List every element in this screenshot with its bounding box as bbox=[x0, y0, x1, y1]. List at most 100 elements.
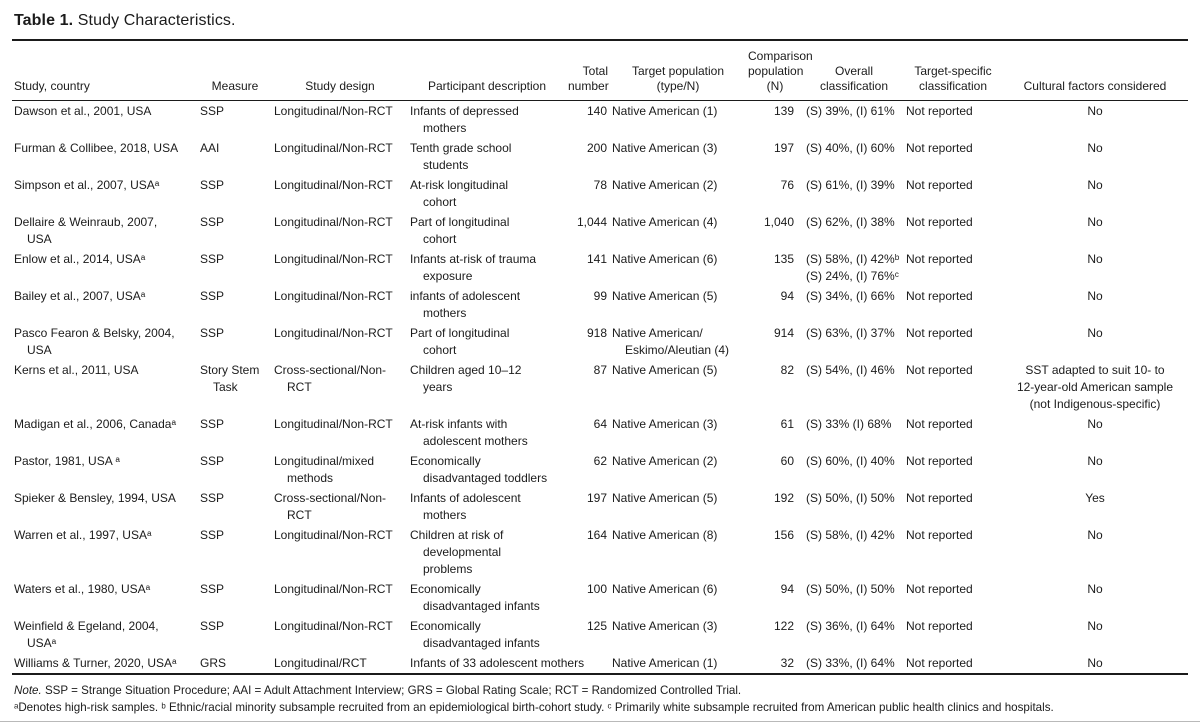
cell-cultural: No bbox=[1087, 656, 1103, 670]
header-row: Study, country Measure Study design Part… bbox=[12, 40, 1188, 101]
footnote-superscripts: ᵃDenotes high-risk samples. ᵇ Ethnic/rac… bbox=[14, 701, 1054, 714]
cell-target-specific: Not reported bbox=[906, 454, 973, 468]
study-characteristics-table: Study, country Measure Study design Part… bbox=[12, 39, 1188, 675]
table-row: Weinfield & Egeland, 2004, USAᵃ SSP Longit… bbox=[12, 616, 1188, 653]
cell-study: Pastor, 1981, USA ᵃ bbox=[14, 454, 120, 468]
cell-target: Native American (6) bbox=[612, 252, 718, 266]
cell-participants: Infants of 33 adolescent mothers bbox=[410, 656, 585, 670]
cell-total: 62 bbox=[593, 454, 607, 468]
table-row: Dellaire & Weinraub, 2007, USA SSP Longitu… bbox=[12, 212, 1188, 249]
cell-comparison: 135 bbox=[773, 252, 794, 266]
table-row: Waters et al., 1980, USAᵃ SSP Longitudinal… bbox=[12, 579, 1188, 616]
cell-comparison: 82 bbox=[780, 363, 794, 377]
cell-overall: (S) 61%, (I) 39% bbox=[806, 178, 895, 192]
cell-target: Native American (1) bbox=[612, 656, 718, 670]
cell-comparison: 156 bbox=[773, 528, 794, 542]
cell-total: 125 bbox=[586, 619, 607, 633]
cell-measure: SSP bbox=[200, 528, 225, 542]
cell-participants: Part of longitudinal cohort bbox=[410, 215, 510, 246]
table-row: Dawson et al., 2001, USA SSP Longitudinal/… bbox=[12, 101, 1188, 139]
cell-study: Weinfield & Egeland, 2004, USAᵃ bbox=[14, 619, 159, 650]
header-participant-description: Participant description bbox=[408, 40, 566, 101]
note-body: SSP = Strange Situation Procedure; AAI =… bbox=[41, 684, 742, 697]
cell-study: Bailey et al., 2007, USAᵃ bbox=[14, 289, 146, 303]
cell-study: Kerns et al., 2011, USA bbox=[14, 363, 139, 377]
cell-study: Dellaire & Weinraub, 2007, USA bbox=[14, 215, 158, 246]
cell-total: 100 bbox=[586, 582, 607, 596]
cell-comparison: 122 bbox=[773, 619, 794, 633]
table-row: Pasco Fearon & Belsky, 2004, USA SSP Longi… bbox=[12, 323, 1188, 360]
cell-measure: GRS bbox=[200, 656, 227, 670]
cell-target: Native American (6) bbox=[612, 582, 718, 596]
cell-measure: Story Stem Task bbox=[200, 363, 260, 394]
table-row: Enlow et al., 2014, USAᵃ SSP Longitudinal/… bbox=[12, 249, 1188, 286]
cell-design: Longitudinal/RCT bbox=[274, 656, 367, 670]
cell-target: Native American (1) bbox=[612, 104, 718, 118]
cell-participants: Children aged 10–12 years bbox=[410, 363, 522, 394]
cell-measure: SSP bbox=[200, 491, 225, 505]
cell-participants: Infants at-risk of trauma exposure bbox=[410, 252, 537, 283]
cell-total: 1,044 bbox=[576, 215, 607, 229]
cell-comparison: 76 bbox=[780, 178, 794, 192]
cell-participants: Children at risk of developmental proble… bbox=[410, 528, 504, 576]
cell-target-specific: Not reported bbox=[906, 252, 973, 266]
cell-total: 200 bbox=[586, 141, 607, 155]
cell-cultural: SST adapted to suit 10- to 12-year-old A… bbox=[1016, 363, 1174, 411]
cell-total: 197 bbox=[586, 491, 607, 505]
cell-cultural: No bbox=[1087, 104, 1103, 118]
cell-target: Native American (3) bbox=[612, 619, 718, 633]
cell-overall: (S) 63%, (I) 37% bbox=[806, 326, 895, 340]
cell-overall: (S) 33%, (I) 64% bbox=[806, 656, 895, 670]
cell-target-specific: Not reported bbox=[906, 656, 973, 670]
cell-study: Warren et al., 1997, USAᵃ bbox=[14, 528, 152, 542]
cell-overall: (S) 58%, (I) 42% bbox=[806, 528, 895, 542]
table-row: Madigan et al., 2006, Canadaᵃ SSP Longitud… bbox=[12, 414, 1188, 451]
header-target-population: Target population (type/N) bbox=[610, 40, 746, 101]
header-study-design: Study design bbox=[272, 40, 408, 101]
table-number-label: Table 1. bbox=[14, 12, 74, 29]
header-comparison-population: Comparison population (N) bbox=[746, 40, 813, 101]
cell-overall: (S) 50%, (I) 50% bbox=[806, 491, 895, 505]
cell-measure: SSP bbox=[200, 417, 225, 431]
cell-comparison: 60 bbox=[780, 454, 794, 468]
table-caption: Study Characteristics. bbox=[77, 12, 236, 29]
header-target-specific-classification: Target-specific classification bbox=[904, 40, 1002, 101]
cell-target-specific: Not reported bbox=[906, 619, 973, 633]
cell-target-specific: Not reported bbox=[906, 178, 973, 192]
cell-target-specific: Not reported bbox=[906, 417, 973, 431]
table-row: Pastor, 1981, USA ᵃ SSP Longitudinal/mixed… bbox=[12, 451, 1188, 488]
cell-overall: (S) 60%, (I) 40% bbox=[806, 454, 895, 468]
cell-target-specific: Not reported bbox=[906, 104, 973, 118]
cell-overall: (S) 62%, (I) 38% bbox=[806, 215, 895, 229]
cell-cultural: No bbox=[1087, 582, 1103, 596]
header-study-country: Study, country bbox=[12, 40, 198, 101]
cell-total: 164 bbox=[586, 528, 607, 542]
cell-cultural: No bbox=[1087, 141, 1103, 155]
cell-study: Simpson et al., 2007, USAᵃ bbox=[14, 178, 160, 192]
cell-target-specific: Not reported bbox=[906, 582, 973, 596]
table-header: Study, country Measure Study design Part… bbox=[12, 40, 1188, 101]
cell-comparison: 94 bbox=[780, 289, 794, 303]
cell-participants: Part of longitudinal cohort bbox=[410, 326, 510, 357]
cell-overall: (S) 40%, (I) 60% bbox=[806, 141, 895, 155]
cell-cultural: No bbox=[1087, 178, 1103, 192]
cell-design: Longitudinal/Non-RCT bbox=[274, 104, 393, 118]
cell-measure: SSP bbox=[200, 619, 225, 633]
cell-measure: SSP bbox=[200, 582, 225, 596]
cell-overall: (S) 54%, (I) 46% bbox=[806, 363, 895, 377]
cell-comparison: 94 bbox=[780, 582, 794, 596]
cell-participants: At-risk infants with adolescent mothers bbox=[410, 417, 528, 448]
cell-target-specific: Not reported bbox=[906, 141, 973, 155]
table-title: Table 1. Study Characteristics. bbox=[12, 4, 1188, 39]
cell-target: Native American (4) bbox=[612, 215, 718, 229]
cell-total: 78 bbox=[593, 178, 607, 192]
cell-target-specific: Not reported bbox=[906, 363, 973, 377]
cell-cultural: No bbox=[1087, 215, 1103, 229]
cell-total: 99 bbox=[593, 289, 607, 303]
cell-measure: SSP bbox=[200, 215, 225, 229]
cell-total: 87 bbox=[593, 363, 607, 377]
cell-target: Native American (2) bbox=[612, 454, 718, 468]
cell-cultural: No bbox=[1087, 454, 1103, 468]
header-cultural-factors: Cultural factors considered bbox=[1002, 40, 1188, 101]
cell-target: Native American (5) bbox=[612, 289, 718, 303]
